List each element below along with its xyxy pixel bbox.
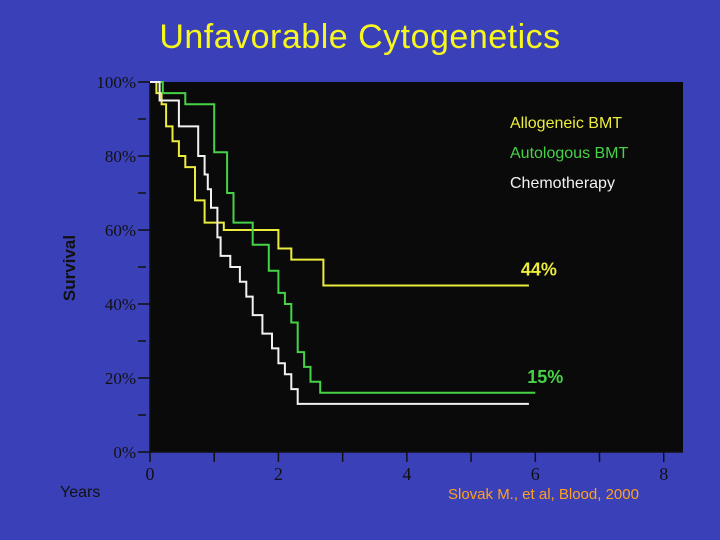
series-end-label: 44% bbox=[521, 260, 557, 280]
legend: Allogeneic BMT Autologous BMT Chemotherapy bbox=[510, 115, 629, 192]
page-title: Unfavorable Cytogenetics bbox=[159, 18, 561, 56]
y-tick-label: 0% bbox=[113, 443, 136, 462]
x-axis: 0 2 4 6 8 bbox=[146, 451, 683, 484]
y-tick-label: 100% bbox=[96, 73, 136, 92]
x-tick-label: 8 bbox=[659, 464, 668, 484]
x-axis-label: Years bbox=[60, 484, 101, 501]
series-end-label: 15% bbox=[527, 367, 563, 387]
source-citation: Slovak M., et al, Blood, 2000 bbox=[448, 486, 639, 503]
legend-entry: Allogeneic BMT bbox=[510, 115, 622, 132]
y-tick-label: 40% bbox=[105, 295, 136, 314]
y-axis-label: Survival bbox=[60, 235, 79, 301]
legend-entry: Autologous BMT bbox=[510, 145, 629, 162]
x-tick-label: 4 bbox=[402, 464, 411, 484]
x-tick-label: 0 bbox=[146, 464, 155, 484]
y-axis: 0% 20% 40% 60% 80% 100% bbox=[96, 73, 151, 462]
y-tick-label: 20% bbox=[105, 369, 136, 388]
series-line-1 bbox=[150, 81, 536, 394]
y-tick-label: 60% bbox=[105, 221, 136, 240]
series-layer: 44% 15% bbox=[150, 81, 563, 405]
series-line-0 bbox=[150, 81, 529, 287]
legend-entry: Chemotherapy bbox=[510, 175, 615, 192]
x-tick-label: 6 bbox=[531, 464, 540, 484]
series-line-2 bbox=[150, 81, 529, 405]
x-tick-label: 2 bbox=[274, 464, 283, 484]
y-tick-label: 80% bbox=[105, 147, 136, 166]
